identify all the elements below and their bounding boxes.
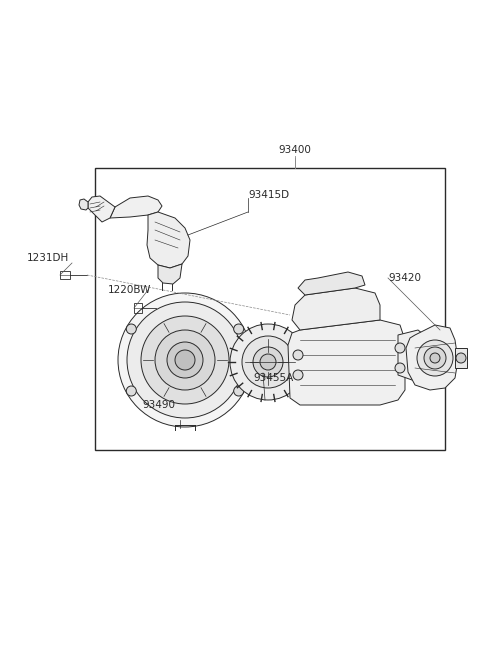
Text: 93415D: 93415D	[248, 190, 289, 200]
Polygon shape	[79, 199, 88, 210]
Circle shape	[167, 342, 203, 378]
Circle shape	[127, 302, 243, 418]
Circle shape	[234, 324, 244, 334]
Circle shape	[456, 353, 466, 363]
Circle shape	[126, 386, 136, 396]
Circle shape	[395, 343, 405, 353]
Circle shape	[395, 363, 405, 373]
Circle shape	[260, 354, 276, 370]
Polygon shape	[292, 288, 380, 330]
Circle shape	[293, 350, 303, 360]
Bar	[95, 168, 445, 450]
Polygon shape	[110, 196, 162, 218]
Circle shape	[242, 336, 294, 388]
Bar	[60, 271, 70, 279]
Polygon shape	[88, 196, 115, 222]
Polygon shape	[406, 325, 458, 390]
Circle shape	[230, 324, 306, 400]
Polygon shape	[147, 212, 190, 268]
Text: 93420: 93420	[388, 273, 421, 283]
Polygon shape	[158, 264, 182, 284]
Text: 93490: 93490	[142, 400, 175, 410]
Bar	[455, 348, 467, 368]
Circle shape	[424, 347, 446, 369]
Text: 1220BW: 1220BW	[108, 285, 151, 295]
Circle shape	[126, 324, 136, 334]
Text: 93455A: 93455A	[253, 373, 293, 383]
Circle shape	[118, 293, 252, 427]
Circle shape	[234, 386, 244, 396]
Circle shape	[141, 316, 229, 404]
Circle shape	[417, 340, 453, 376]
Polygon shape	[288, 320, 405, 405]
Polygon shape	[298, 272, 365, 295]
Circle shape	[430, 353, 440, 363]
Bar	[134, 303, 142, 313]
Polygon shape	[398, 330, 430, 380]
Circle shape	[175, 350, 195, 370]
Circle shape	[155, 330, 215, 390]
Text: 93400: 93400	[278, 145, 312, 155]
Text: 1231DH: 1231DH	[27, 253, 69, 263]
Circle shape	[293, 370, 303, 380]
Circle shape	[253, 347, 283, 377]
